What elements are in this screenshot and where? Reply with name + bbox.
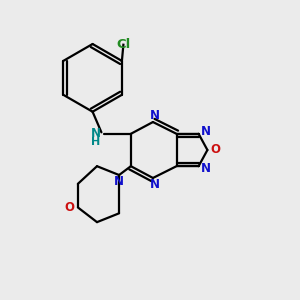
Text: N: N <box>91 127 101 140</box>
Text: N: N <box>149 178 159 191</box>
Text: O: O <box>64 201 75 214</box>
Text: N: N <box>114 175 124 188</box>
Text: N: N <box>149 109 159 122</box>
Text: Cl: Cl <box>116 38 130 51</box>
Text: N: N <box>201 162 211 175</box>
Text: H: H <box>92 137 101 147</box>
Text: O: O <box>211 143 221 157</box>
Text: N: N <box>201 125 211 138</box>
